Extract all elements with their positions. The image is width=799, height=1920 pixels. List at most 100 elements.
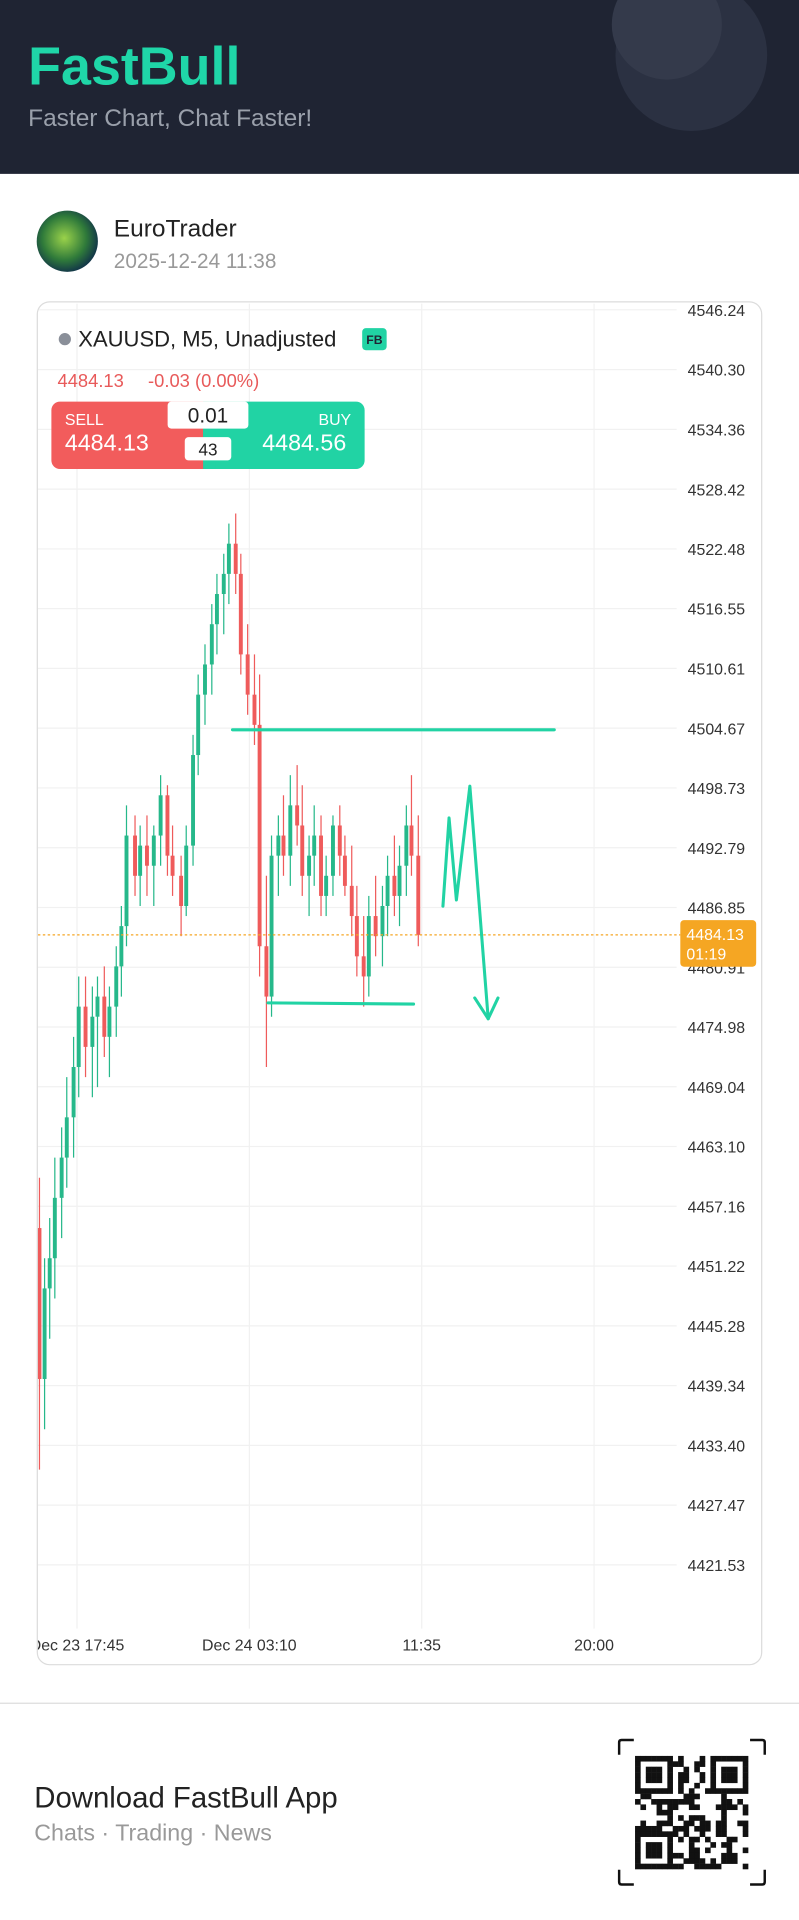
qr-module (645, 1852, 652, 1859)
qr-module (667, 1863, 673, 1870)
price-tag (680, 920, 757, 967)
candle-body (331, 825, 335, 876)
qr-module (726, 1858, 733, 1864)
qr-module (683, 1825, 690, 1832)
qr-module (715, 1804, 722, 1811)
y-tick-label: 4546.24 (688, 303, 746, 320)
qr-module (705, 1825, 711, 1832)
qr-module (699, 1755, 706, 1762)
qr-module (726, 1804, 733, 1811)
qr-module (688, 1815, 695, 1821)
qr-module (667, 1788, 673, 1794)
qr-module (721, 1766, 727, 1773)
qr-module (651, 1847, 657, 1854)
candle-body (107, 1006, 112, 1037)
y-tick-label: 4534.36 (688, 422, 746, 439)
chart-card (36, 301, 763, 1666)
candle-body (71, 1067, 76, 1118)
candle-body (37, 1228, 42, 1379)
spread-box (184, 437, 232, 461)
qr-module (651, 1852, 657, 1859)
qr-module (635, 1777, 641, 1784)
qr-module (651, 1863, 657, 1870)
qr-module (710, 1858, 717, 1864)
qr-module (683, 1799, 690, 1805)
y-tick-label: 4504.67 (688, 721, 746, 738)
buy-label: BUY (318, 412, 351, 429)
qr-module (651, 1825, 657, 1832)
qr-module (645, 1788, 652, 1794)
qr-module (645, 1772, 652, 1778)
candle-body (114, 966, 119, 1007)
candle-body (295, 805, 300, 826)
qr-module (683, 1772, 690, 1778)
qr-module (635, 1772, 641, 1778)
qr-module (661, 1809, 668, 1816)
change: -0.03 (0.00%) (148, 370, 259, 391)
qr-module (683, 1820, 690, 1827)
qr-module (742, 1755, 749, 1762)
qr-module (694, 1847, 700, 1854)
qr-code[interactable] (617, 1738, 766, 1886)
footer-title[interactable]: Download FastBull App (34, 1781, 337, 1814)
qr-module (667, 1847, 673, 1854)
avatar[interactable] (36, 210, 98, 272)
y-tick-label: 4540.30 (688, 363, 746, 380)
candle-body (380, 905, 385, 937)
qr-module (683, 1766, 690, 1773)
candle-body (214, 594, 219, 625)
qr-module (694, 1852, 700, 1859)
qr-module (645, 1831, 652, 1837)
plot: Dec 23 17:45 Dec 24 03:10 11:35 20:00 (37, 303, 681, 1655)
qr-module (667, 1809, 673, 1816)
qr-module (721, 1804, 727, 1811)
candle-body (288, 805, 293, 856)
qr-module (656, 1842, 663, 1848)
candle-body (361, 956, 366, 977)
qr-module (694, 1766, 700, 1773)
y-tick-label: 4445.28 (688, 1319, 746, 1336)
qr-module (635, 1761, 641, 1767)
qr-module (667, 1858, 673, 1864)
candle-body (281, 835, 286, 856)
qr-module (715, 1755, 722, 1762)
candle-body (409, 825, 414, 856)
qr-module (667, 1852, 673, 1859)
candle-body (209, 624, 214, 665)
qr-module (656, 1863, 663, 1870)
qr-module (710, 1755, 717, 1762)
qr-module (742, 1825, 749, 1832)
candle-body (184, 845, 189, 906)
qr-module (715, 1831, 722, 1837)
qr-module (640, 1804, 647, 1811)
qr-module (715, 1788, 722, 1794)
qr-module (694, 1804, 700, 1811)
candle-body (138, 845, 143, 876)
qr-module (699, 1820, 706, 1827)
qr-module (656, 1799, 663, 1805)
qr-module (656, 1809, 663, 1816)
qr-module (678, 1788, 684, 1794)
lot-box[interactable] (167, 401, 249, 429)
qr-module (731, 1852, 738, 1859)
qr-module (737, 1755, 743, 1762)
candle-body (158, 795, 163, 836)
qr-frame (617, 1738, 766, 1886)
qr-module (645, 1842, 652, 1848)
qr-module (715, 1825, 722, 1832)
qr-module (726, 1842, 733, 1848)
lot: 0.01 (188, 404, 228, 427)
candle-body (269, 855, 274, 997)
candle-body (119, 926, 124, 967)
qr-module (731, 1858, 738, 1864)
candle-body (276, 835, 281, 856)
qr-module (731, 1788, 738, 1794)
qr-module (742, 1804, 749, 1811)
qr-module (635, 1825, 641, 1832)
qr-module (688, 1804, 695, 1811)
author[interactable]: EuroTrader (114, 215, 237, 242)
candle-body (42, 1288, 47, 1379)
qr-module (672, 1799, 679, 1805)
candle-body (404, 825, 409, 866)
header-decor (611, 0, 722, 80)
